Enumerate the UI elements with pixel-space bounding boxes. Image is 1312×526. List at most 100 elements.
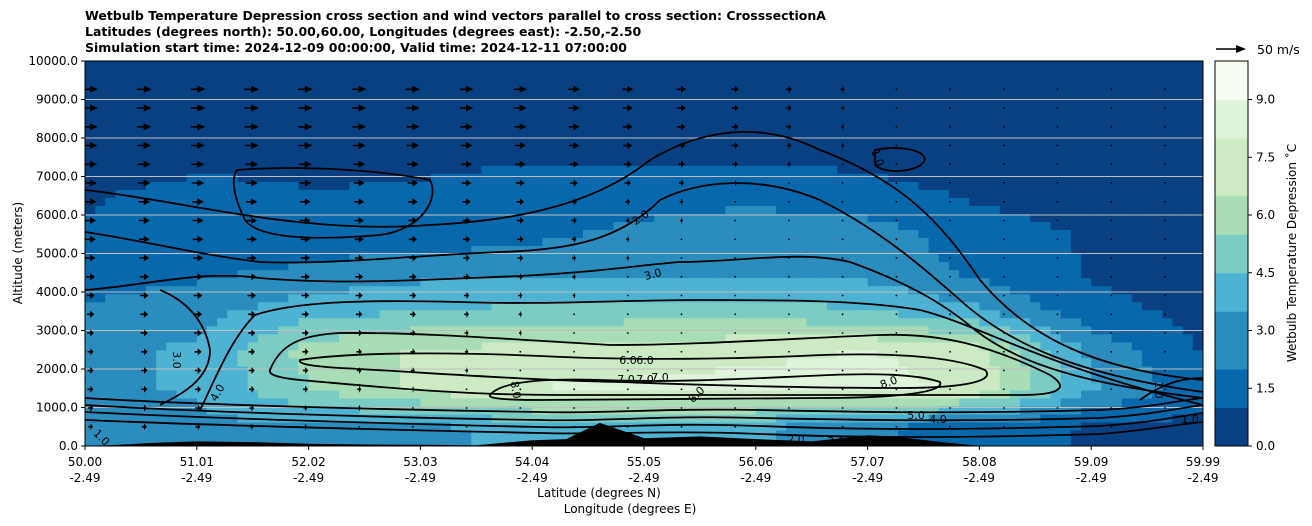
depression-cell bbox=[1060, 373, 1072, 383]
depression-cell bbox=[288, 293, 300, 303]
depression-cell bbox=[278, 117, 289, 126]
depression-cell bbox=[572, 149, 584, 158]
depression-cell bbox=[745, 341, 757, 351]
depression-cell bbox=[867, 413, 879, 423]
depression-cell bbox=[349, 237, 361, 247]
depression-cell bbox=[654, 357, 665, 367]
depression-cell bbox=[135, 317, 147, 327]
depression-cell bbox=[450, 261, 462, 271]
depression-cell bbox=[603, 157, 615, 166]
depression-cell bbox=[593, 253, 604, 263]
depression-cell bbox=[511, 397, 523, 407]
depression-cell bbox=[1121, 197, 1133, 206]
depression-cell bbox=[735, 237, 747, 247]
depression-cell bbox=[735, 117, 747, 126]
depression-cell bbox=[145, 373, 157, 383]
depression-cell bbox=[704, 277, 716, 287]
depression-cell bbox=[694, 293, 706, 303]
depression-cell bbox=[989, 373, 1001, 383]
depression-cell bbox=[196, 357, 208, 367]
depression-cell bbox=[196, 373, 208, 383]
depression-cell bbox=[1091, 197, 1102, 206]
depression-cell bbox=[776, 237, 787, 247]
depression-cell bbox=[918, 213, 930, 223]
depression-cell bbox=[308, 413, 320, 423]
depression-cell bbox=[196, 93, 208, 102]
depression-cell bbox=[1040, 429, 1052, 439]
depression-cell bbox=[552, 157, 564, 166]
depression-cell bbox=[684, 101, 696, 110]
depression-cell bbox=[938, 397, 950, 407]
depression-cell bbox=[796, 141, 808, 150]
depression-cell bbox=[318, 125, 330, 134]
depression-cell bbox=[562, 421, 574, 431]
depression-cell bbox=[125, 213, 137, 223]
depression-cell bbox=[1040, 277, 1052, 287]
depression-cell bbox=[450, 149, 462, 158]
depression-cell bbox=[552, 125, 564, 134]
depression-cell bbox=[867, 125, 879, 134]
depression-cell bbox=[461, 317, 472, 327]
depression-cell bbox=[999, 141, 1011, 150]
depression-cell bbox=[135, 157, 147, 166]
chart-title-line-3: Simulation start time: 2024-12-09 00:00:… bbox=[85, 40, 627, 55]
depression-cell bbox=[1162, 285, 1174, 295]
depression-cell bbox=[562, 229, 574, 239]
depression-cell bbox=[938, 277, 950, 287]
depression-cell bbox=[918, 181, 930, 190]
depression-cell bbox=[593, 261, 604, 271]
depression-cell bbox=[755, 101, 767, 110]
depression-cell bbox=[156, 157, 167, 166]
depression-cell bbox=[644, 245, 655, 255]
depression-cell bbox=[1009, 301, 1021, 311]
depression-cell bbox=[694, 341, 706, 351]
depression-cell bbox=[806, 109, 818, 118]
depression-cell bbox=[908, 309, 920, 319]
depression-cell bbox=[898, 93, 909, 102]
depression-cell bbox=[511, 237, 523, 247]
depression-cell bbox=[857, 413, 869, 423]
depression-cell bbox=[328, 197, 340, 206]
depression-cell bbox=[1192, 317, 1203, 327]
depression-cell bbox=[1131, 85, 1143, 94]
depression-cell bbox=[898, 101, 909, 110]
depression-cell bbox=[948, 149, 960, 158]
depression-cell bbox=[1060, 189, 1072, 198]
depression-cell bbox=[217, 333, 228, 343]
depression-cell bbox=[704, 253, 716, 263]
depression-cell bbox=[1182, 245, 1194, 255]
depression-cell bbox=[572, 309, 584, 319]
depression-cell bbox=[166, 381, 178, 391]
depression-cell bbox=[206, 173, 218, 182]
depression-cell bbox=[389, 109, 401, 118]
depression-cell bbox=[318, 317, 330, 327]
depression-cell bbox=[999, 341, 1011, 351]
depression-cell bbox=[389, 301, 401, 311]
depression-cell bbox=[796, 309, 808, 319]
depression-cell bbox=[755, 189, 767, 198]
depression-cell bbox=[816, 173, 828, 182]
depression-cell bbox=[237, 117, 249, 126]
depression-cell bbox=[1131, 349, 1143, 359]
depression-cell bbox=[1182, 165, 1194, 174]
depression-cell bbox=[572, 253, 584, 263]
depression-cell bbox=[481, 429, 493, 439]
depression-cell bbox=[135, 349, 147, 359]
depression-cell bbox=[887, 221, 899, 231]
depression-cell bbox=[735, 261, 747, 271]
depression-cell bbox=[522, 149, 533, 158]
depression-cell bbox=[400, 413, 411, 423]
depression-cell bbox=[969, 317, 980, 327]
depression-cell bbox=[135, 421, 147, 431]
depression-cell bbox=[786, 141, 798, 150]
depression-cell bbox=[908, 341, 920, 351]
depression-cell bbox=[532, 205, 543, 214]
depression-cell bbox=[400, 293, 411, 303]
depression-cell bbox=[115, 365, 127, 375]
depression-cell bbox=[654, 213, 665, 223]
depression-cell bbox=[1060, 157, 1072, 166]
depression-cell bbox=[532, 141, 543, 150]
depression-cell bbox=[583, 157, 594, 166]
depression-cell bbox=[328, 437, 340, 446]
depression-cell bbox=[969, 261, 980, 271]
